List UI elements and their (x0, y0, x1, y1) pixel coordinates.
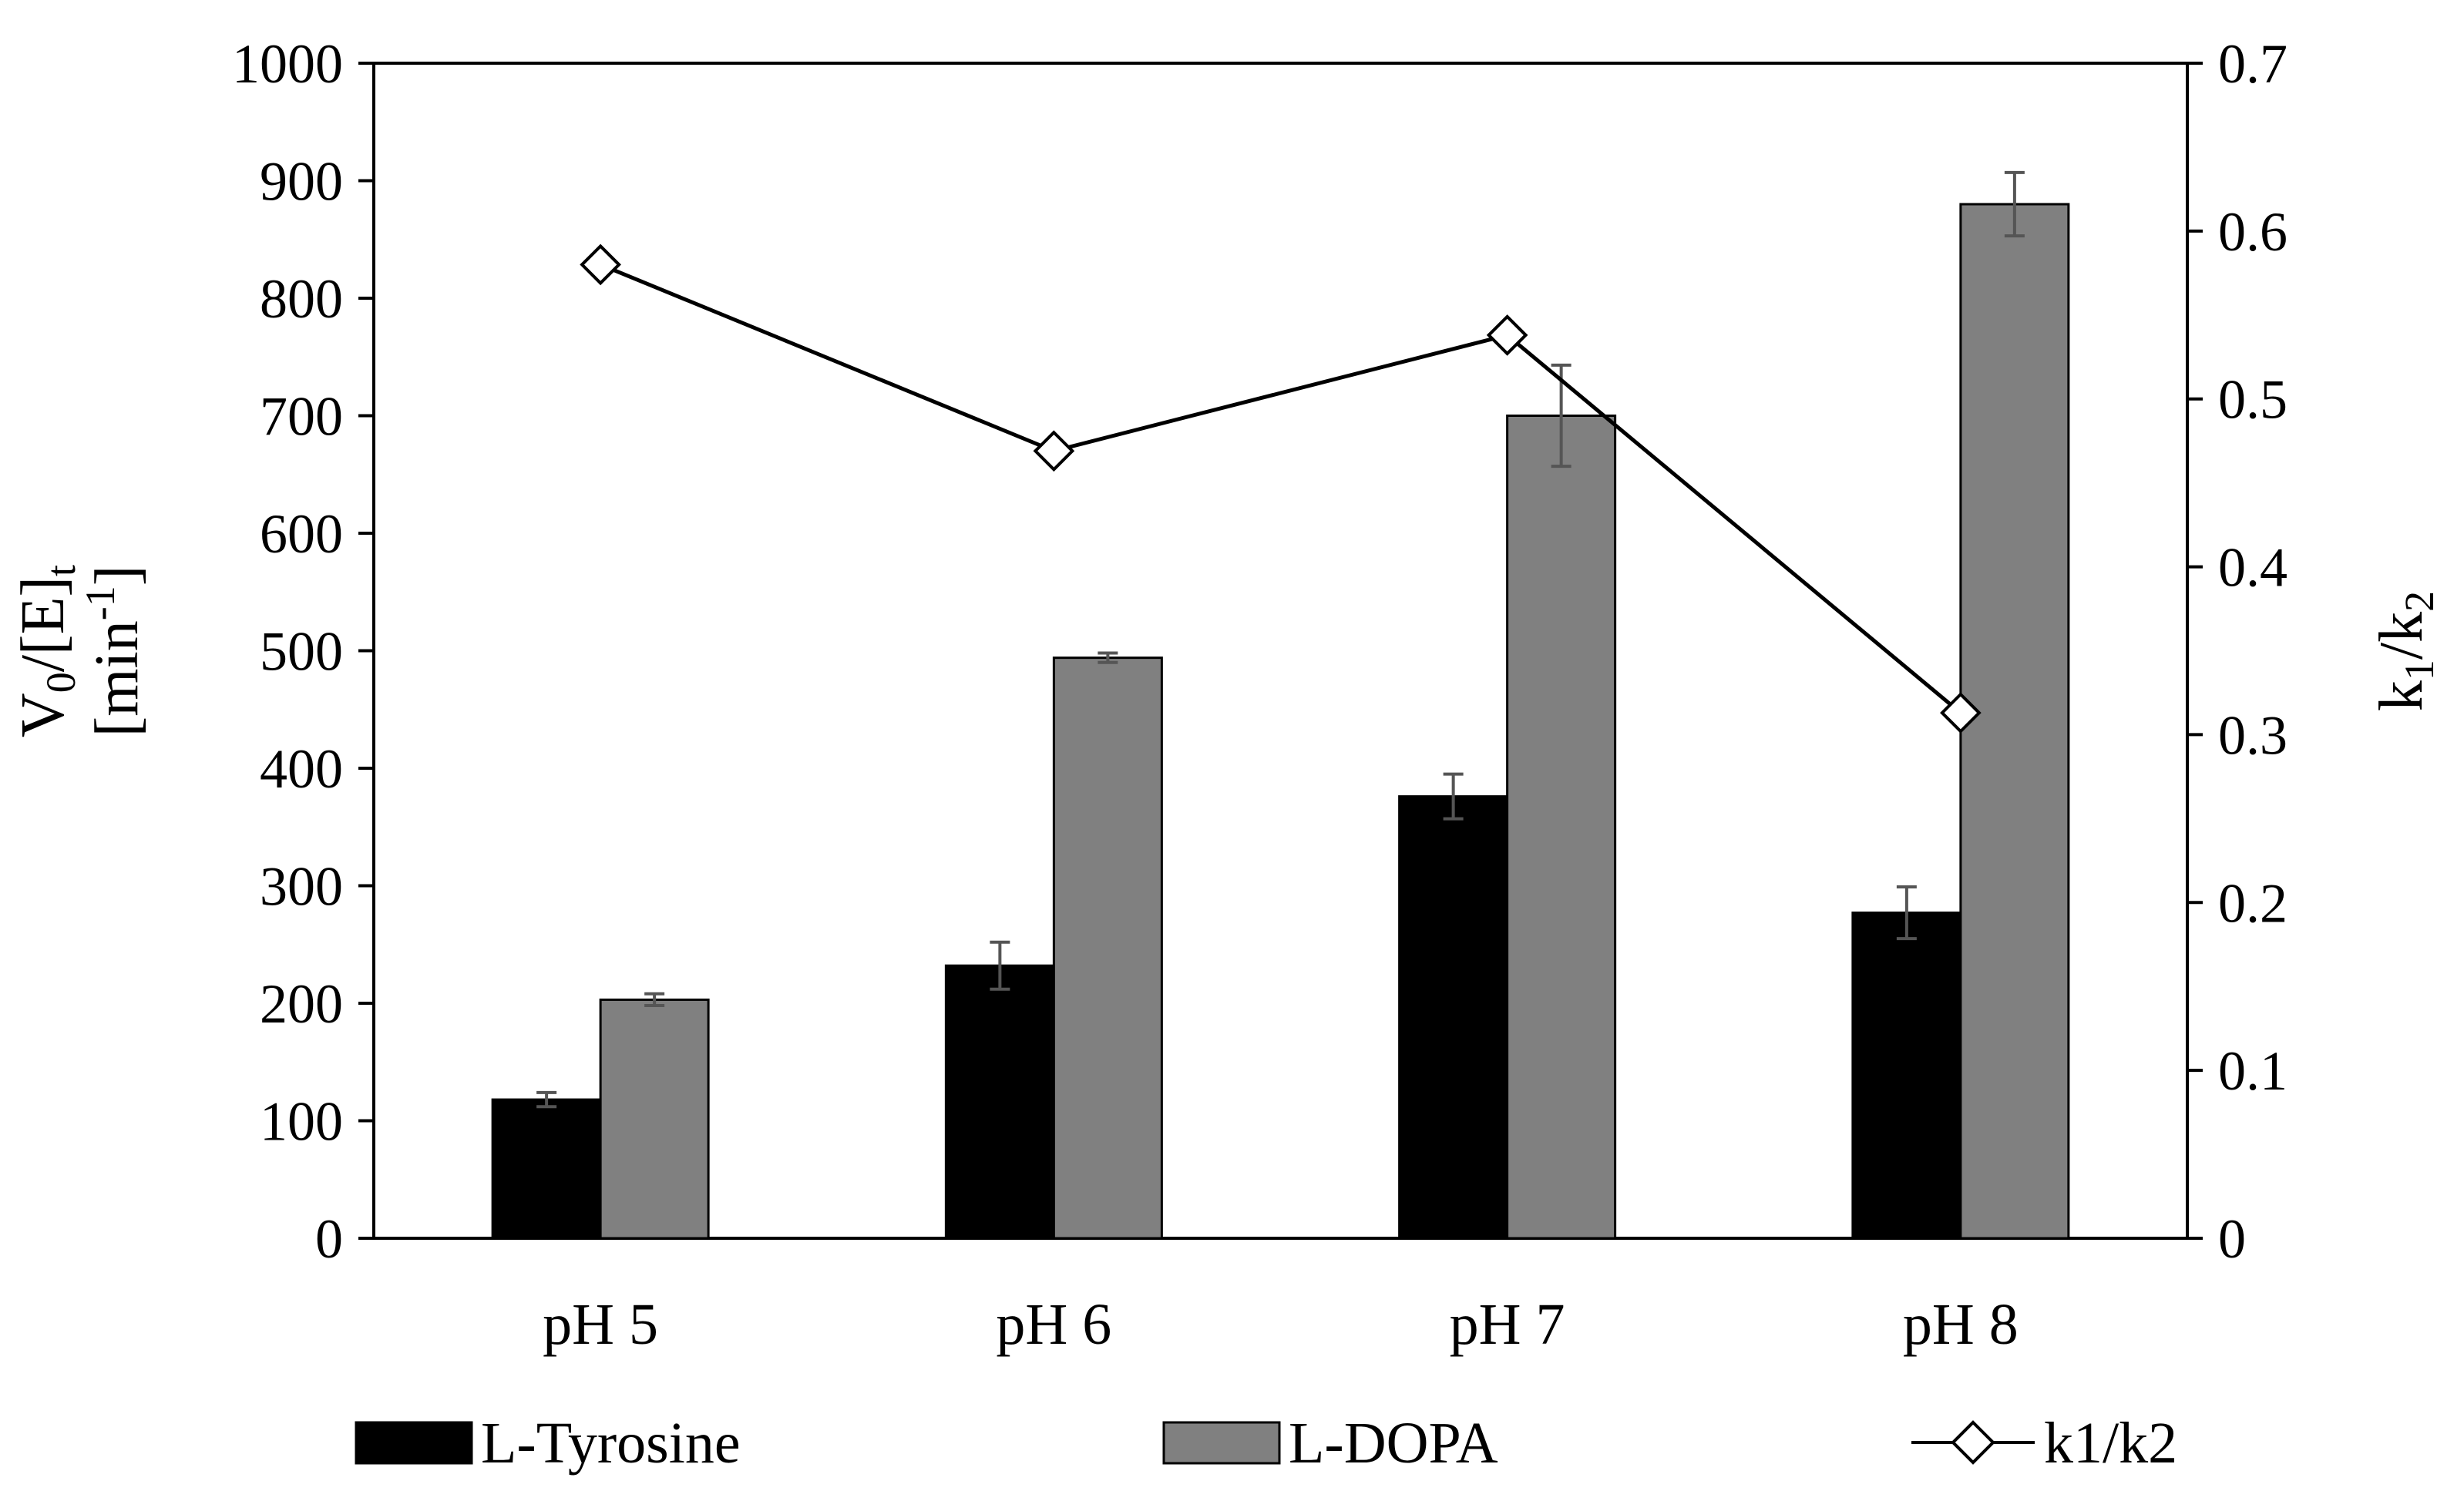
left-tick-label: 600 (260, 503, 343, 565)
error-bar-l-tyrosine-ph-8 (1896, 885, 1917, 941)
right-tick-label: 0.4 (2218, 537, 2288, 599)
legend-item-l-tyrosine[interactable]: L-Tyrosine (355, 1411, 741, 1476)
error-bar-l-dopa-ph-6 (1098, 651, 1118, 664)
legend-item-k1-k2[interactable]: k1/k2 (1911, 1411, 2177, 1476)
error-bars (536, 170, 2025, 1109)
left-axis-ticks: 0 100 200 300 400 500 600 700 800 900 1000 (232, 33, 374, 1270)
bars (491, 203, 2070, 1240)
legend-label-l-dopa: L-DOPA (1289, 1411, 1498, 1476)
bar-l-dopa-ph-7[interactable] (1506, 415, 1617, 1240)
left-tick-label: 700 (260, 386, 343, 448)
left-tick-label: 900 (260, 151, 343, 213)
left-tick-label: 500 (260, 621, 343, 683)
legend-item-l-dopa[interactable]: L-DOPA (1162, 1411, 1498, 1476)
legend-label-k1-k2: k1/k2 (2044, 1411, 2177, 1476)
line-k1-k2 (600, 263, 1962, 715)
bar-l-dopa-ph-6[interactable] (1052, 656, 1163, 1240)
bar-l-tyrosine-ph-8[interactable] (1851, 912, 1962, 1240)
right-tick-label: 0.6 (2218, 201, 2288, 263)
error-bar-l-tyrosine-ph-7 (1443, 772, 1464, 821)
legend-diamond-marker-icon (1951, 1420, 1995, 1465)
category-label-ph-5: pH 5 (543, 1292, 658, 1357)
right-tick-label: 0.7 (2218, 33, 2288, 95)
category-labels: pH 5 pH 6 pH 7 pH 8 (543, 1292, 2019, 1357)
left-tick-label: 1000 (232, 33, 343, 95)
legend-label-l-tyrosine: L-Tyrosine (481, 1411, 741, 1476)
left-tick-label: 800 (260, 268, 343, 330)
bar-l-dopa-ph-5[interactable] (599, 998, 710, 1240)
bar-l-tyrosine-ph-7[interactable] (1398, 795, 1509, 1240)
point-k1-k2-ph-5[interactable] (580, 243, 621, 286)
right-tick-label: 0.5 (2218, 369, 2288, 431)
bar-l-tyrosine-ph-5[interactable] (491, 1098, 602, 1240)
left-tick-label: 300 (260, 856, 343, 918)
right-tick-label: 0 (2218, 1208, 2246, 1270)
k1-k2-line-series (580, 243, 1982, 734)
error-bar-l-tyrosine-ph-5 (536, 1090, 557, 1109)
legend: L-Tyrosine L-DOPA k1/k2 (355, 1411, 2177, 1476)
bar-l-tyrosine-ph-6[interactable] (944, 964, 1055, 1240)
right-axis-ticks: 0 0.1 0.2 0.3 0.4 0.5 0.6 0.7 (2187, 33, 2288, 1270)
point-k1-k2-ph-6[interactable] (1033, 430, 1075, 472)
point-k1-k2-ph-8[interactable] (1940, 692, 1982, 734)
bar-l-dopa-ph-8[interactable] (1959, 203, 2070, 1240)
y-right-axis-title: k1/k2 (2368, 591, 2442, 711)
right-tick-label: 0.2 (2218, 872, 2288, 934)
left-tick-label: 100 (260, 1091, 343, 1153)
legend-swatch-l-dopa (1162, 1421, 1281, 1465)
error-bar-l-dopa-ph-8 (2004, 170, 2025, 238)
category-label-ph-7: pH 7 (1450, 1292, 1565, 1357)
right-tick-label: 0.1 (2218, 1040, 2288, 1102)
y-left-axis-title-line2: [min-1] (77, 566, 151, 737)
point-k1-k2-ph-7[interactable] (1486, 314, 1528, 356)
left-tick-label: 200 (260, 973, 343, 1035)
error-bar-l-dopa-ph-5 (644, 992, 665, 1008)
left-tick-label: 0 (315, 1208, 343, 1270)
right-tick-label: 0.3 (2218, 704, 2288, 766)
legend-swatch-l-tyrosine (355, 1421, 473, 1465)
error-bar-l-tyrosine-ph-6 (990, 940, 1010, 991)
left-tick-label: 400 (260, 738, 343, 800)
y-left-axis-title-line1: V0/[E]t (9, 565, 84, 737)
category-label-ph-6: pH 6 (996, 1292, 1111, 1357)
category-label-ph-8: pH 8 (1903, 1292, 2019, 1357)
